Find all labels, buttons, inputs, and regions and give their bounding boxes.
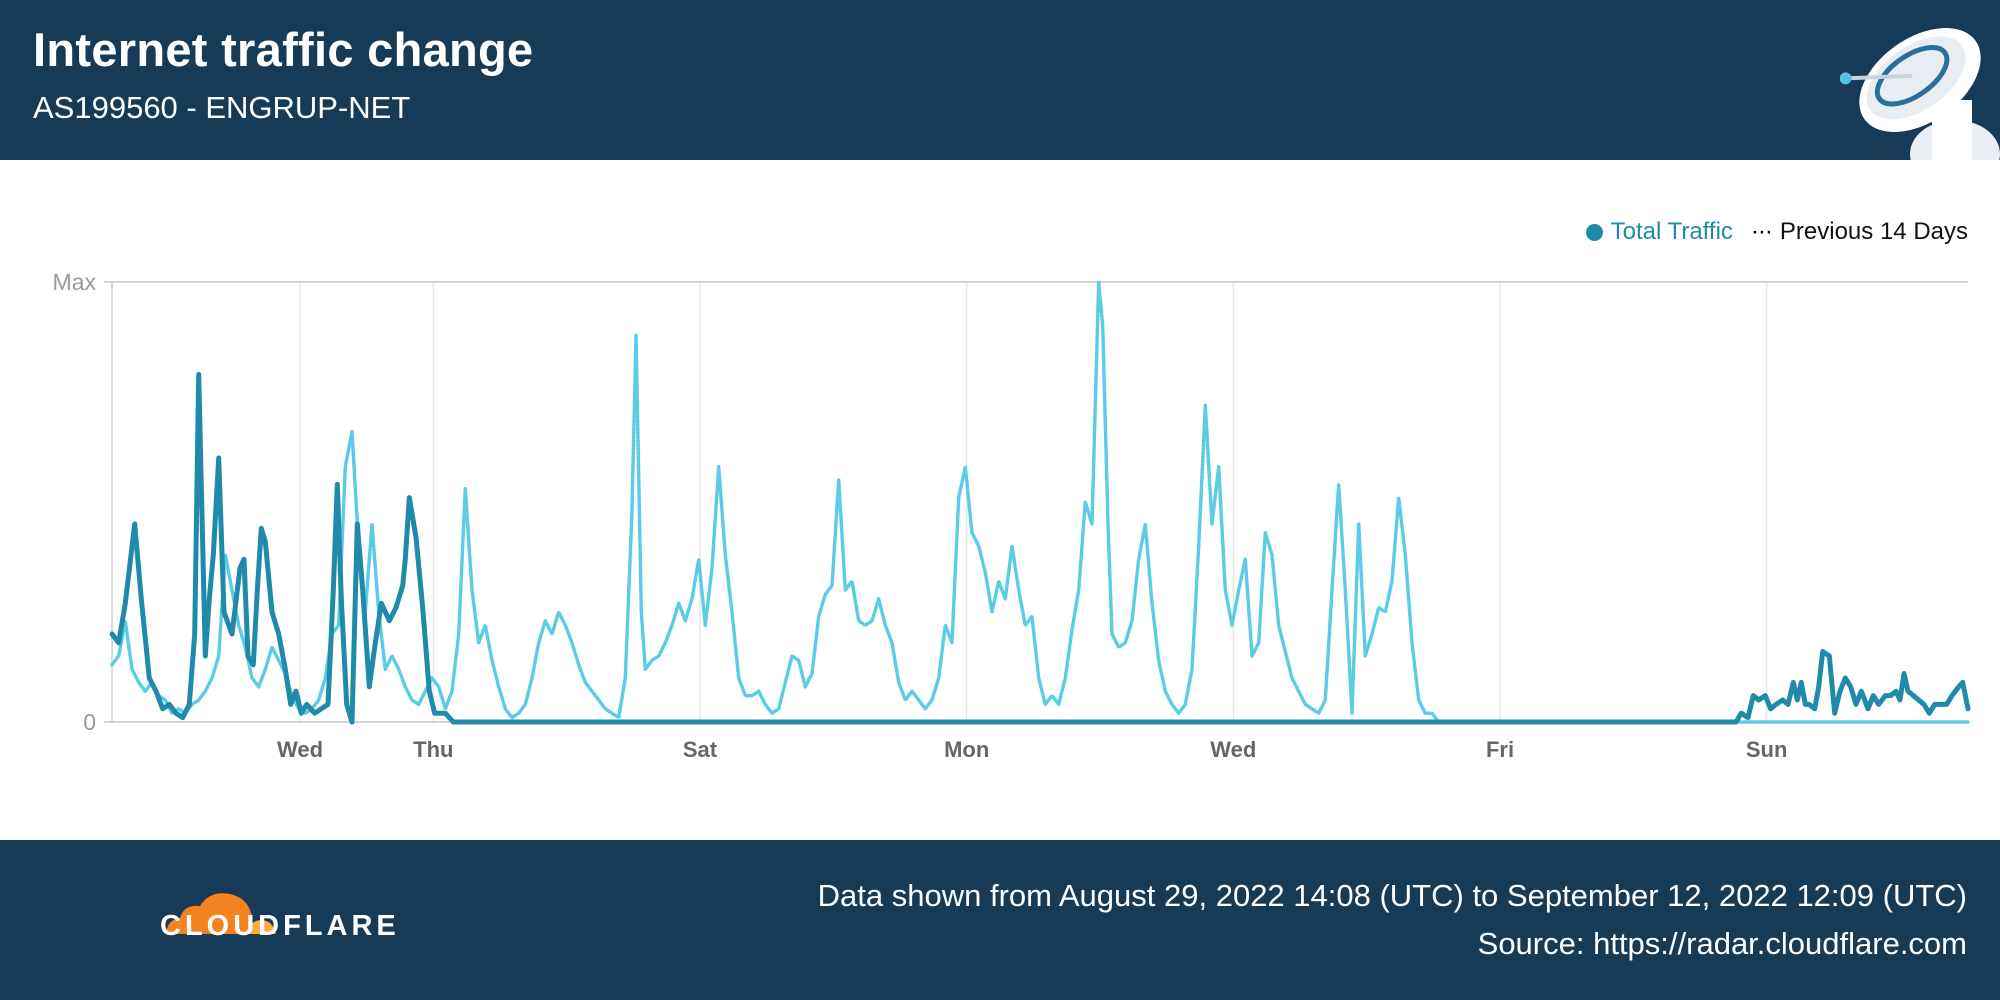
cloudflare-wordmark: CLOUDFLARE: [160, 910, 400, 942]
x-tick-label: Wed: [277, 737, 323, 762]
y-tick-label: Max: [53, 269, 97, 295]
x-tick-label: Sat: [683, 737, 718, 762]
legend-item-previous-14-days[interactable]: ··· Previous 14 Days: [1751, 218, 1968, 246]
legend-label-total-traffic: Total Traffic: [1610, 218, 1733, 245]
x-tick-label: Fri: [1486, 737, 1514, 762]
chart-legend: Total Traffic ··· Previous 14 Days: [1568, 218, 1968, 246]
cloudflare-logo-icon: [164, 893, 278, 938]
legend-dot-icon: [1585, 223, 1603, 241]
x-tick-label: Wed: [1210, 737, 1256, 762]
x-tick-label: Mon: [944, 737, 989, 762]
legend-label-previous-14-days: Previous 14 Days: [1779, 218, 1968, 245]
page-subtitle: AS199560 - ENGRUP-NET: [33, 90, 411, 125]
data-range-text: Data shown from August 29, 2022 14:08 (U…: [817, 878, 1967, 913]
y-tick-label: 0: [83, 709, 96, 735]
source-text: Source: https://radar.cloudflare.com: [1477, 926, 1967, 961]
traffic-line-chart: Wed Thu Sat Mon Wed Fri Sun 0 Max: [53, 269, 1971, 762]
footer-bar: CLOUDFLARE Data shown from August 29, 20…: [0, 840, 2000, 1000]
page-title: Internet traffic change: [33, 23, 534, 76]
x-tick-label: Sun: [1746, 737, 1788, 762]
dotted-line-icon: ···: [1750, 218, 1773, 245]
legend-item-total-traffic[interactable]: Total Traffic: [1585, 218, 1733, 246]
x-tick-label: Thu: [413, 737, 453, 762]
satellite-dish-icon: [1840, 27, 2000, 160]
header-bar: Internet traffic change AS199560 - ENGRU…: [0, 0, 2000, 160]
series-line-previous-14-days: [110, 280, 1970, 724]
series-line-total-traffic: [109, 371, 1971, 725]
